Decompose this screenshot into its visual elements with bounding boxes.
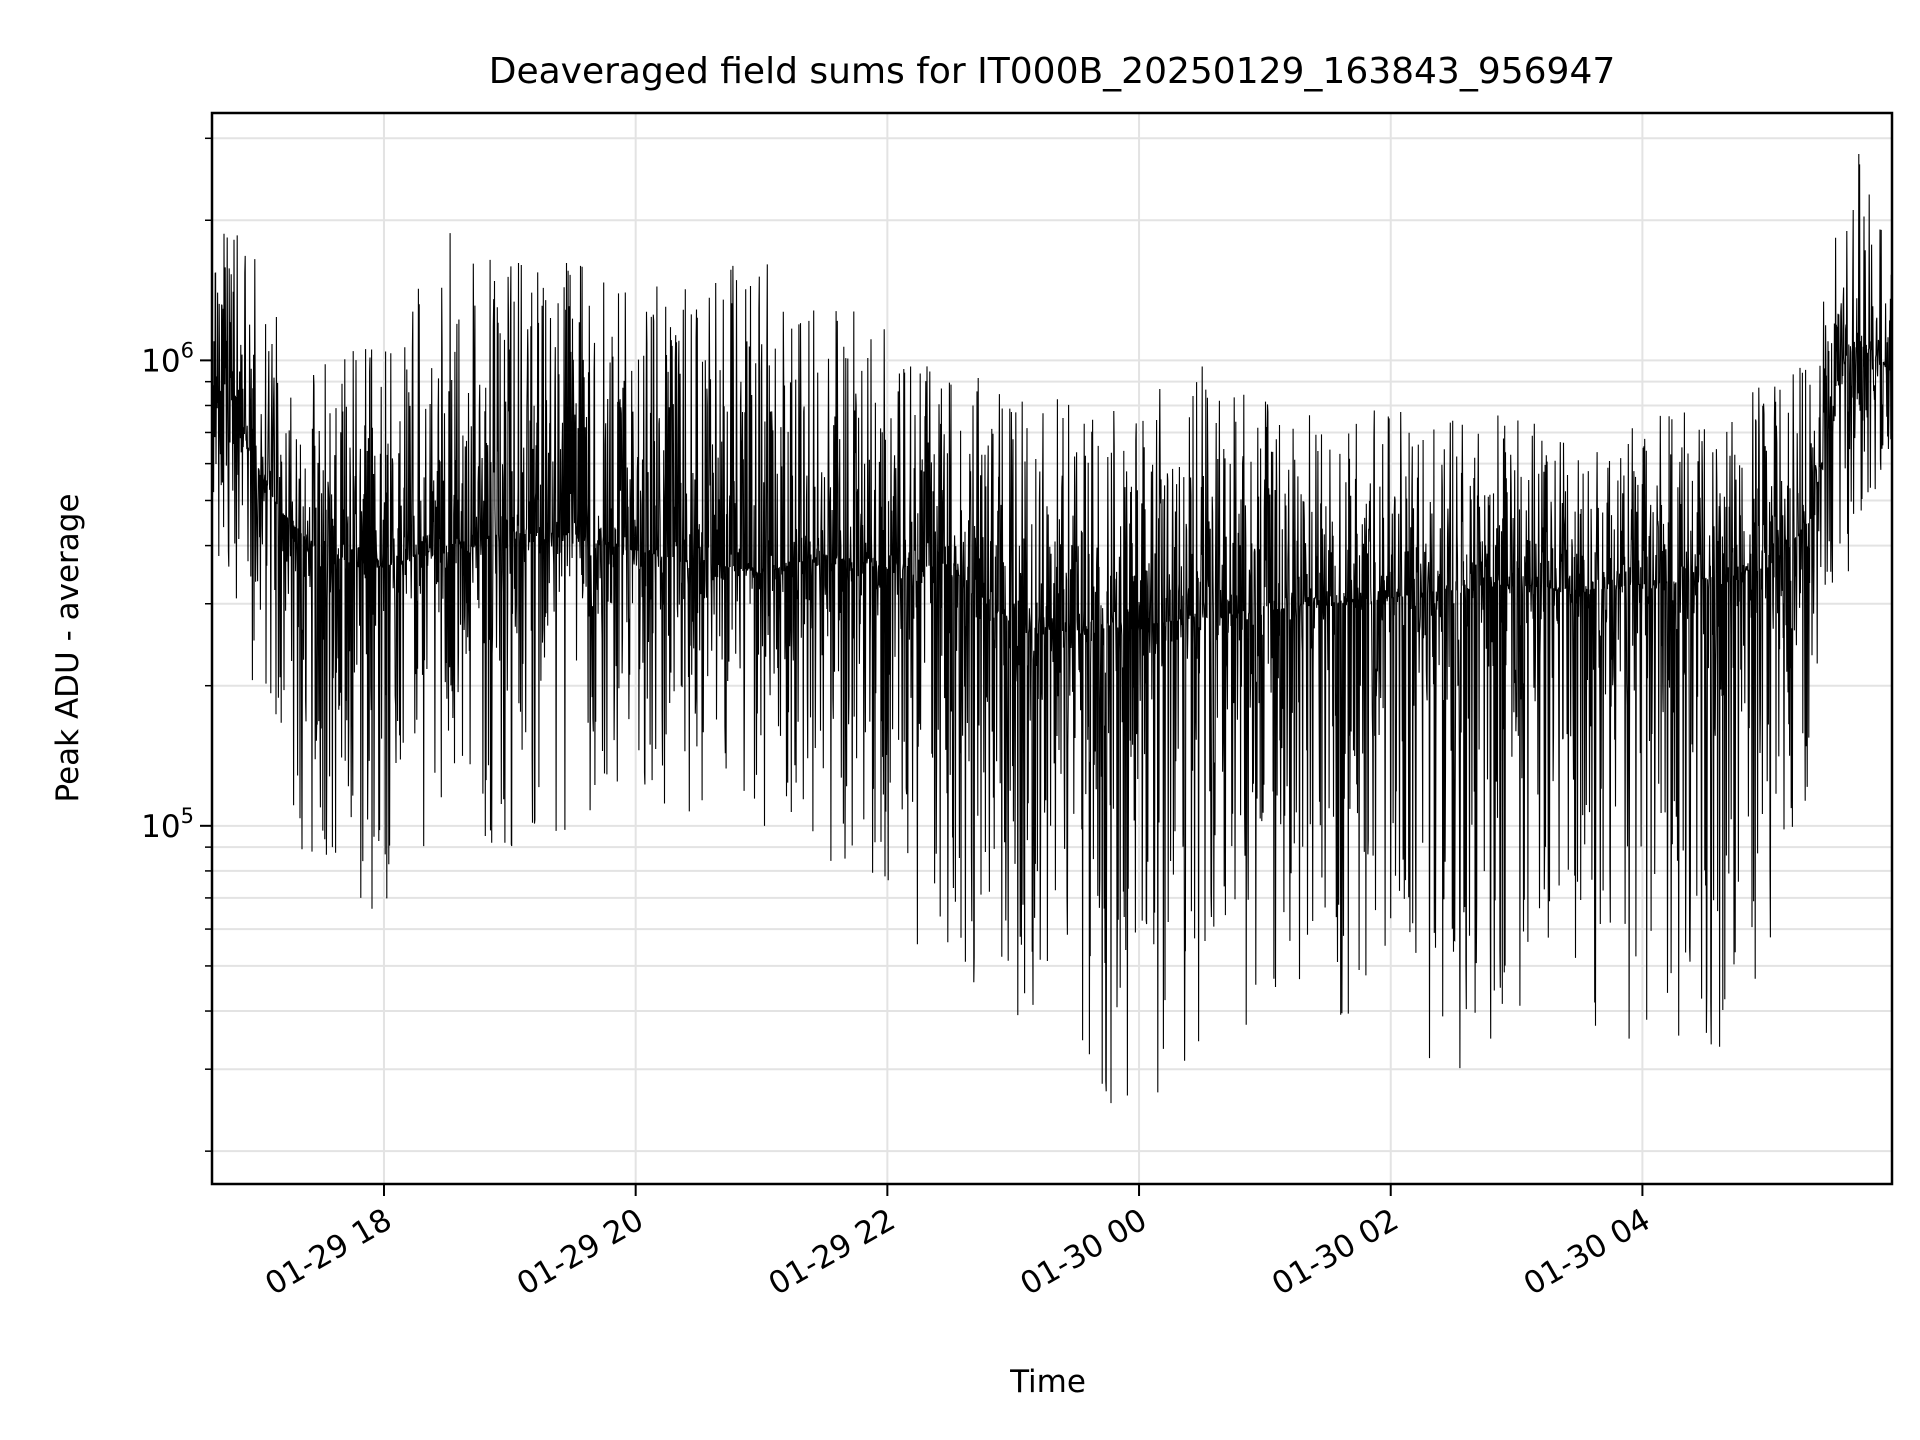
x-tick-label: 01-30 04 bbox=[1518, 1202, 1657, 1303]
x-tick-label: 01-29 20 bbox=[511, 1202, 650, 1303]
x-tick-label: 01-30 00 bbox=[1014, 1202, 1153, 1303]
y-tick-label: 106 bbox=[141, 338, 194, 379]
y-axis: 105 106 bbox=[141, 137, 212, 1152]
chart-title: Deaveraged field sums for IT000B_2025012… bbox=[489, 51, 1616, 92]
grid-lines bbox=[212, 113, 1892, 1184]
x-axis: 01-29 18 01-29 20 01-29 22 01-30 00 01-30 02… bbox=[259, 1184, 1656, 1303]
x-tick-label: 01-29 22 bbox=[763, 1202, 902, 1303]
x-axis-label: Time bbox=[1009, 1364, 1086, 1400]
y-tick-label: 105 bbox=[141, 804, 194, 845]
plot-frame bbox=[210, 111, 1894, 1186]
x-tick-label: 01-30 02 bbox=[1266, 1202, 1405, 1303]
y-axis-label: Peak ADU - average bbox=[50, 493, 86, 802]
x-tick-label: 01-29 18 bbox=[259, 1202, 398, 1303]
plot-series bbox=[211, 153, 1893, 1104]
series-line bbox=[211, 153, 1893, 1104]
